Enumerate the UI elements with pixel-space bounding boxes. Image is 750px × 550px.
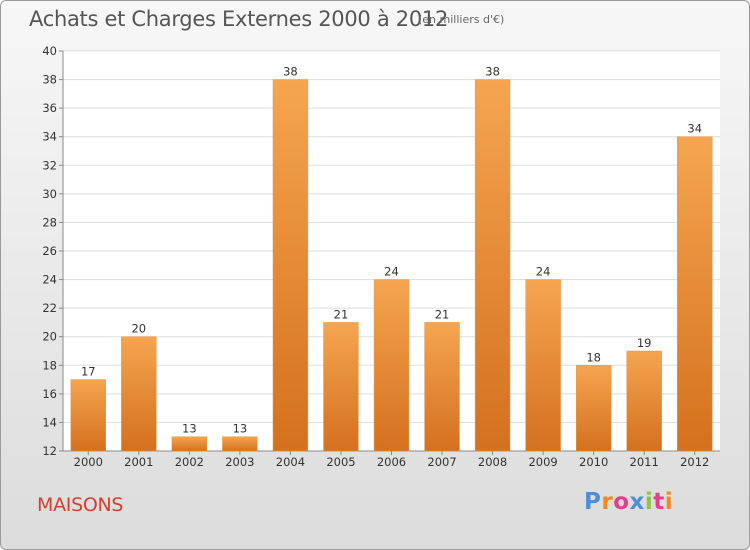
y-tick-label: 26 [42,244,57,258]
data-label-2008: 38 [485,65,500,79]
data-label-2011: 19 [637,336,652,350]
y-tick-label: 40 [42,44,57,58]
y-tick-label: 24 [42,273,57,287]
x-tick-label-2002: 2002 [175,455,204,469]
x-tick-label-2006: 2006 [377,455,406,469]
y-tick-label: 14 [42,415,57,429]
logo-letter: i [644,489,654,515]
x-tick-label-2011: 2011 [630,455,659,469]
data-label-2006: 24 [384,265,399,279]
x-tick-label-2008: 2008 [478,455,507,469]
x-tick-label-2007: 2007 [427,455,456,469]
logo-letter: t [653,489,665,515]
bar-2001[interactable] [121,336,157,452]
data-label-2009: 24 [536,265,551,279]
logo-letter: o [613,489,630,515]
x-tick-label-2005: 2005 [326,455,355,469]
y-tick-label: 38 [42,73,57,87]
proxiti-logo[interactable]: Proxiti [584,489,673,515]
logo-letter: i [664,489,674,515]
bar-2012[interactable] [677,136,713,452]
y-tick-label: 36 [42,101,57,115]
logo-letter: x [629,489,645,515]
x-tick-label-2009: 2009 [528,455,557,469]
x-tick-label-2010: 2010 [579,455,608,469]
logo-letter: P [584,489,602,515]
data-label-2004: 38 [283,65,298,79]
y-tick-label: 32 [42,158,57,172]
y-tick-label: 34 [42,130,57,144]
bar-2004[interactable] [272,79,309,452]
bar-2003[interactable] [222,436,258,452]
chart-title: Achats et Charges Externes 2000 à 2012 [29,7,449,31]
y-tick-label: 16 [42,387,57,401]
x-tick-label-2000: 2000 [74,455,103,469]
data-label-2001: 20 [131,322,146,336]
data-label-2012: 34 [687,122,702,136]
x-tick-label-2012: 2012 [680,455,709,469]
bar-2007[interactable] [424,322,460,452]
x-tick-label-2004: 2004 [276,455,305,469]
y-tick-label: 30 [42,187,57,201]
x-tick-label-2001: 2001 [124,455,153,469]
bar-2009[interactable] [525,279,561,452]
bar-2010[interactable] [575,365,612,452]
bar-2002[interactable] [171,436,208,452]
y-tick-label: 22 [42,301,57,315]
y-tick-label: 28 [42,215,57,229]
bar-2008[interactable] [474,79,511,452]
data-label-2005: 21 [334,307,349,321]
y-tick-label: 18 [42,358,57,372]
data-label-2003: 13 [233,422,248,436]
data-label-2002: 13 [182,422,197,436]
bar-2006[interactable] [373,279,410,452]
bar-2005[interactable] [323,322,359,452]
logo-letter: r [601,489,614,515]
bar-2011[interactable] [626,350,662,452]
x-tick-label-2003: 2003 [225,455,254,469]
bar-2000[interactable] [70,379,106,452]
data-label-2010: 18 [586,350,601,364]
y-tick-label: 12 [42,444,57,458]
y-tick-label: 20 [42,330,57,344]
data-label-2007: 21 [435,307,450,321]
data-label-2000: 17 [81,365,96,379]
place-name: MAISONS [37,494,124,516]
chart-subtitle: (en milliers d'€) [418,13,505,26]
